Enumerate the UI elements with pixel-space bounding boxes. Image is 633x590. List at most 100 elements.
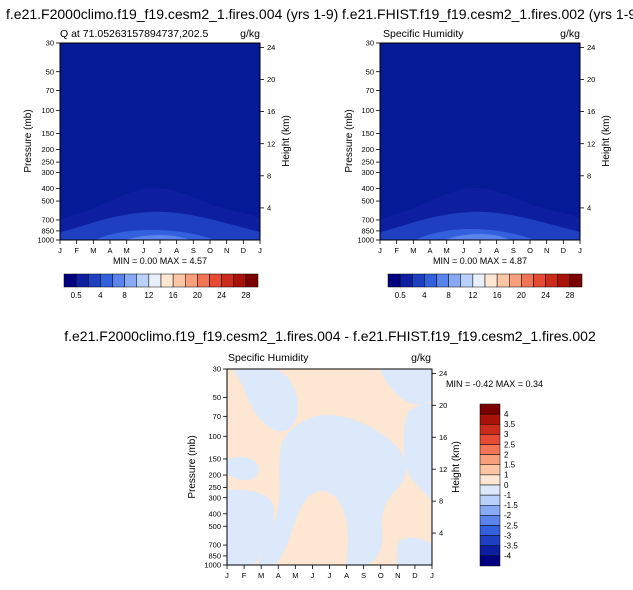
pressure-tick-label: 300: [41, 168, 54, 177]
month-tick-label: J: [378, 246, 382, 255]
month-tick-label: F: [394, 246, 399, 255]
panel-3-neg-region-5: [380, 369, 432, 405]
colorbar-swatch: [479, 434, 501, 445]
month-tick-label: A: [427, 246, 432, 255]
colorbar-label: 2: [504, 450, 509, 459]
colorbar-label: 20: [193, 291, 202, 300]
pressure-tick-label: 30: [366, 39, 374, 48]
colorbar-label: -3: [504, 531, 512, 540]
pressure-tick-label: 150: [41, 129, 54, 138]
panel-3-subtitle: Specific Humidity: [228, 352, 309, 364]
pressure-tick-label: 1000: [37, 236, 54, 245]
colorbar-swatch: [387, 273, 401, 288]
colorbar-label: 4: [98, 291, 103, 300]
panel-2-units: g/kg: [560, 28, 580, 40]
colorbar-swatch: [75, 273, 89, 288]
panel-3-min-max: MIN = -0.42 MAX = 0.34: [446, 379, 543, 389]
height-tick-label: 8: [587, 171, 591, 180]
colorbar-swatch: [479, 505, 501, 516]
colorbar-label: 20: [517, 291, 526, 300]
panel-2-min-max: MIN = 0.00 MAX = 4.87: [433, 256, 527, 266]
colorbar-swatch: [479, 525, 501, 536]
colorbar-swatch: [209, 273, 222, 288]
panel-1-plot-area: [60, 43, 260, 240]
colorbar-label: -3.5: [504, 542, 518, 551]
colorbar-swatch: [124, 273, 137, 288]
colorbar-swatch: [479, 555, 501, 567]
pressure-tick-label: 500: [208, 522, 221, 531]
colorbar-swatch: [100, 273, 113, 288]
colorbar-swatch: [479, 413, 501, 425]
pressure-tick-label: 70: [213, 412, 221, 421]
colorbar-label: 0.5: [395, 291, 407, 300]
colorbar-swatch: [460, 273, 474, 288]
pressure-tick-label: 100: [208, 432, 221, 441]
month-tick-label: A: [276, 571, 281, 580]
month-tick-label: A: [494, 246, 499, 255]
month-tick-label: D: [241, 246, 247, 255]
colorbar-swatch: [479, 403, 501, 415]
pressure-tick-label: 200: [41, 145, 54, 154]
colorbar-label: 16: [493, 291, 502, 300]
panel-1-height-label: Height (km): [281, 115, 292, 167]
colorbar-label: 8: [122, 291, 127, 300]
colorbar-swatch: [479, 464, 501, 476]
pressure-tick-label: 850: [361, 226, 374, 235]
panel-2-height-axis: 24 20 16 12 8 4: [580, 43, 595, 212]
colorbar-swatch: [479, 424, 501, 435]
colorbar-swatch: [479, 454, 501, 465]
panel-3-neg-region-1: [227, 369, 298, 432]
panel-1-band-4: [125, 235, 190, 240]
colorbar-swatch: [479, 444, 501, 455]
panel-2-title: f.e21.FHIST.f19_f19.cesm2_1.fires.002 (y…: [342, 6, 633, 22]
colorbar-label: 8: [446, 291, 451, 300]
height-tick-label: 20: [439, 401, 447, 410]
month-tick-label: N: [395, 571, 400, 580]
panel-2-pressure-label: Pressure (mb): [344, 109, 355, 172]
colorbar-label: 12: [144, 291, 153, 300]
height-tick-label: 4: [439, 529, 443, 538]
colorbar-swatch: [148, 273, 162, 288]
colorbar-swatch: [569, 273, 583, 288]
panel-1-units: g/kg: [240, 28, 260, 40]
panel-1-min-max: MIN = 0.00 MAX = 4.57: [113, 256, 207, 266]
month-tick-label: M: [444, 246, 450, 255]
pressure-tick-label: 850: [208, 552, 221, 561]
pressure-tick-label: 50: [366, 67, 374, 76]
colorbar-label: 3.5: [504, 420, 516, 429]
month-tick-label: M: [90, 246, 96, 255]
height-tick-label: 16: [587, 107, 595, 116]
month-tick-label: J: [141, 246, 145, 255]
panel-2-colorbar: 0.5 4 8 12 16 20 24 28: [387, 273, 583, 300]
colorbar-label: 24: [217, 291, 226, 300]
colorbar-swatch: [448, 273, 461, 288]
colorbar-label: 4: [504, 410, 509, 419]
panel-2-band-4: [445, 234, 510, 240]
panel-2-height-label: Height (km): [601, 115, 612, 167]
colorbar-swatch: [479, 535, 501, 546]
colorbar-swatch: [245, 273, 259, 288]
pressure-tick-label: 500: [41, 197, 54, 206]
panel-1-colorbar: 0.5 4 8 12 16 20 24 28: [63, 273, 259, 300]
pressure-tick-label: 1000: [204, 561, 221, 570]
colorbar-swatch: [88, 273, 101, 288]
pressure-tick-label: 250: [41, 158, 54, 167]
colorbar-label: 4: [422, 291, 427, 300]
panel-2-subtitle: Specific Humidity: [383, 28, 464, 40]
month-tick-label: J: [258, 246, 262, 255]
height-tick-label: 24: [267, 43, 275, 52]
pressure-tick-label: 400: [41, 184, 54, 193]
colorbar-swatch: [112, 273, 125, 288]
colorbar-label: -1.5: [504, 501, 518, 510]
pressure-tick-label: 100: [361, 106, 374, 115]
pressure-tick-label: 50: [46, 67, 54, 76]
month-tick-label: O: [207, 246, 213, 255]
month-tick-label: S: [511, 246, 516, 255]
month-tick-label: J: [158, 246, 162, 255]
pressure-tick-label: 250: [361, 158, 374, 167]
colorbar-swatch: [136, 273, 150, 288]
